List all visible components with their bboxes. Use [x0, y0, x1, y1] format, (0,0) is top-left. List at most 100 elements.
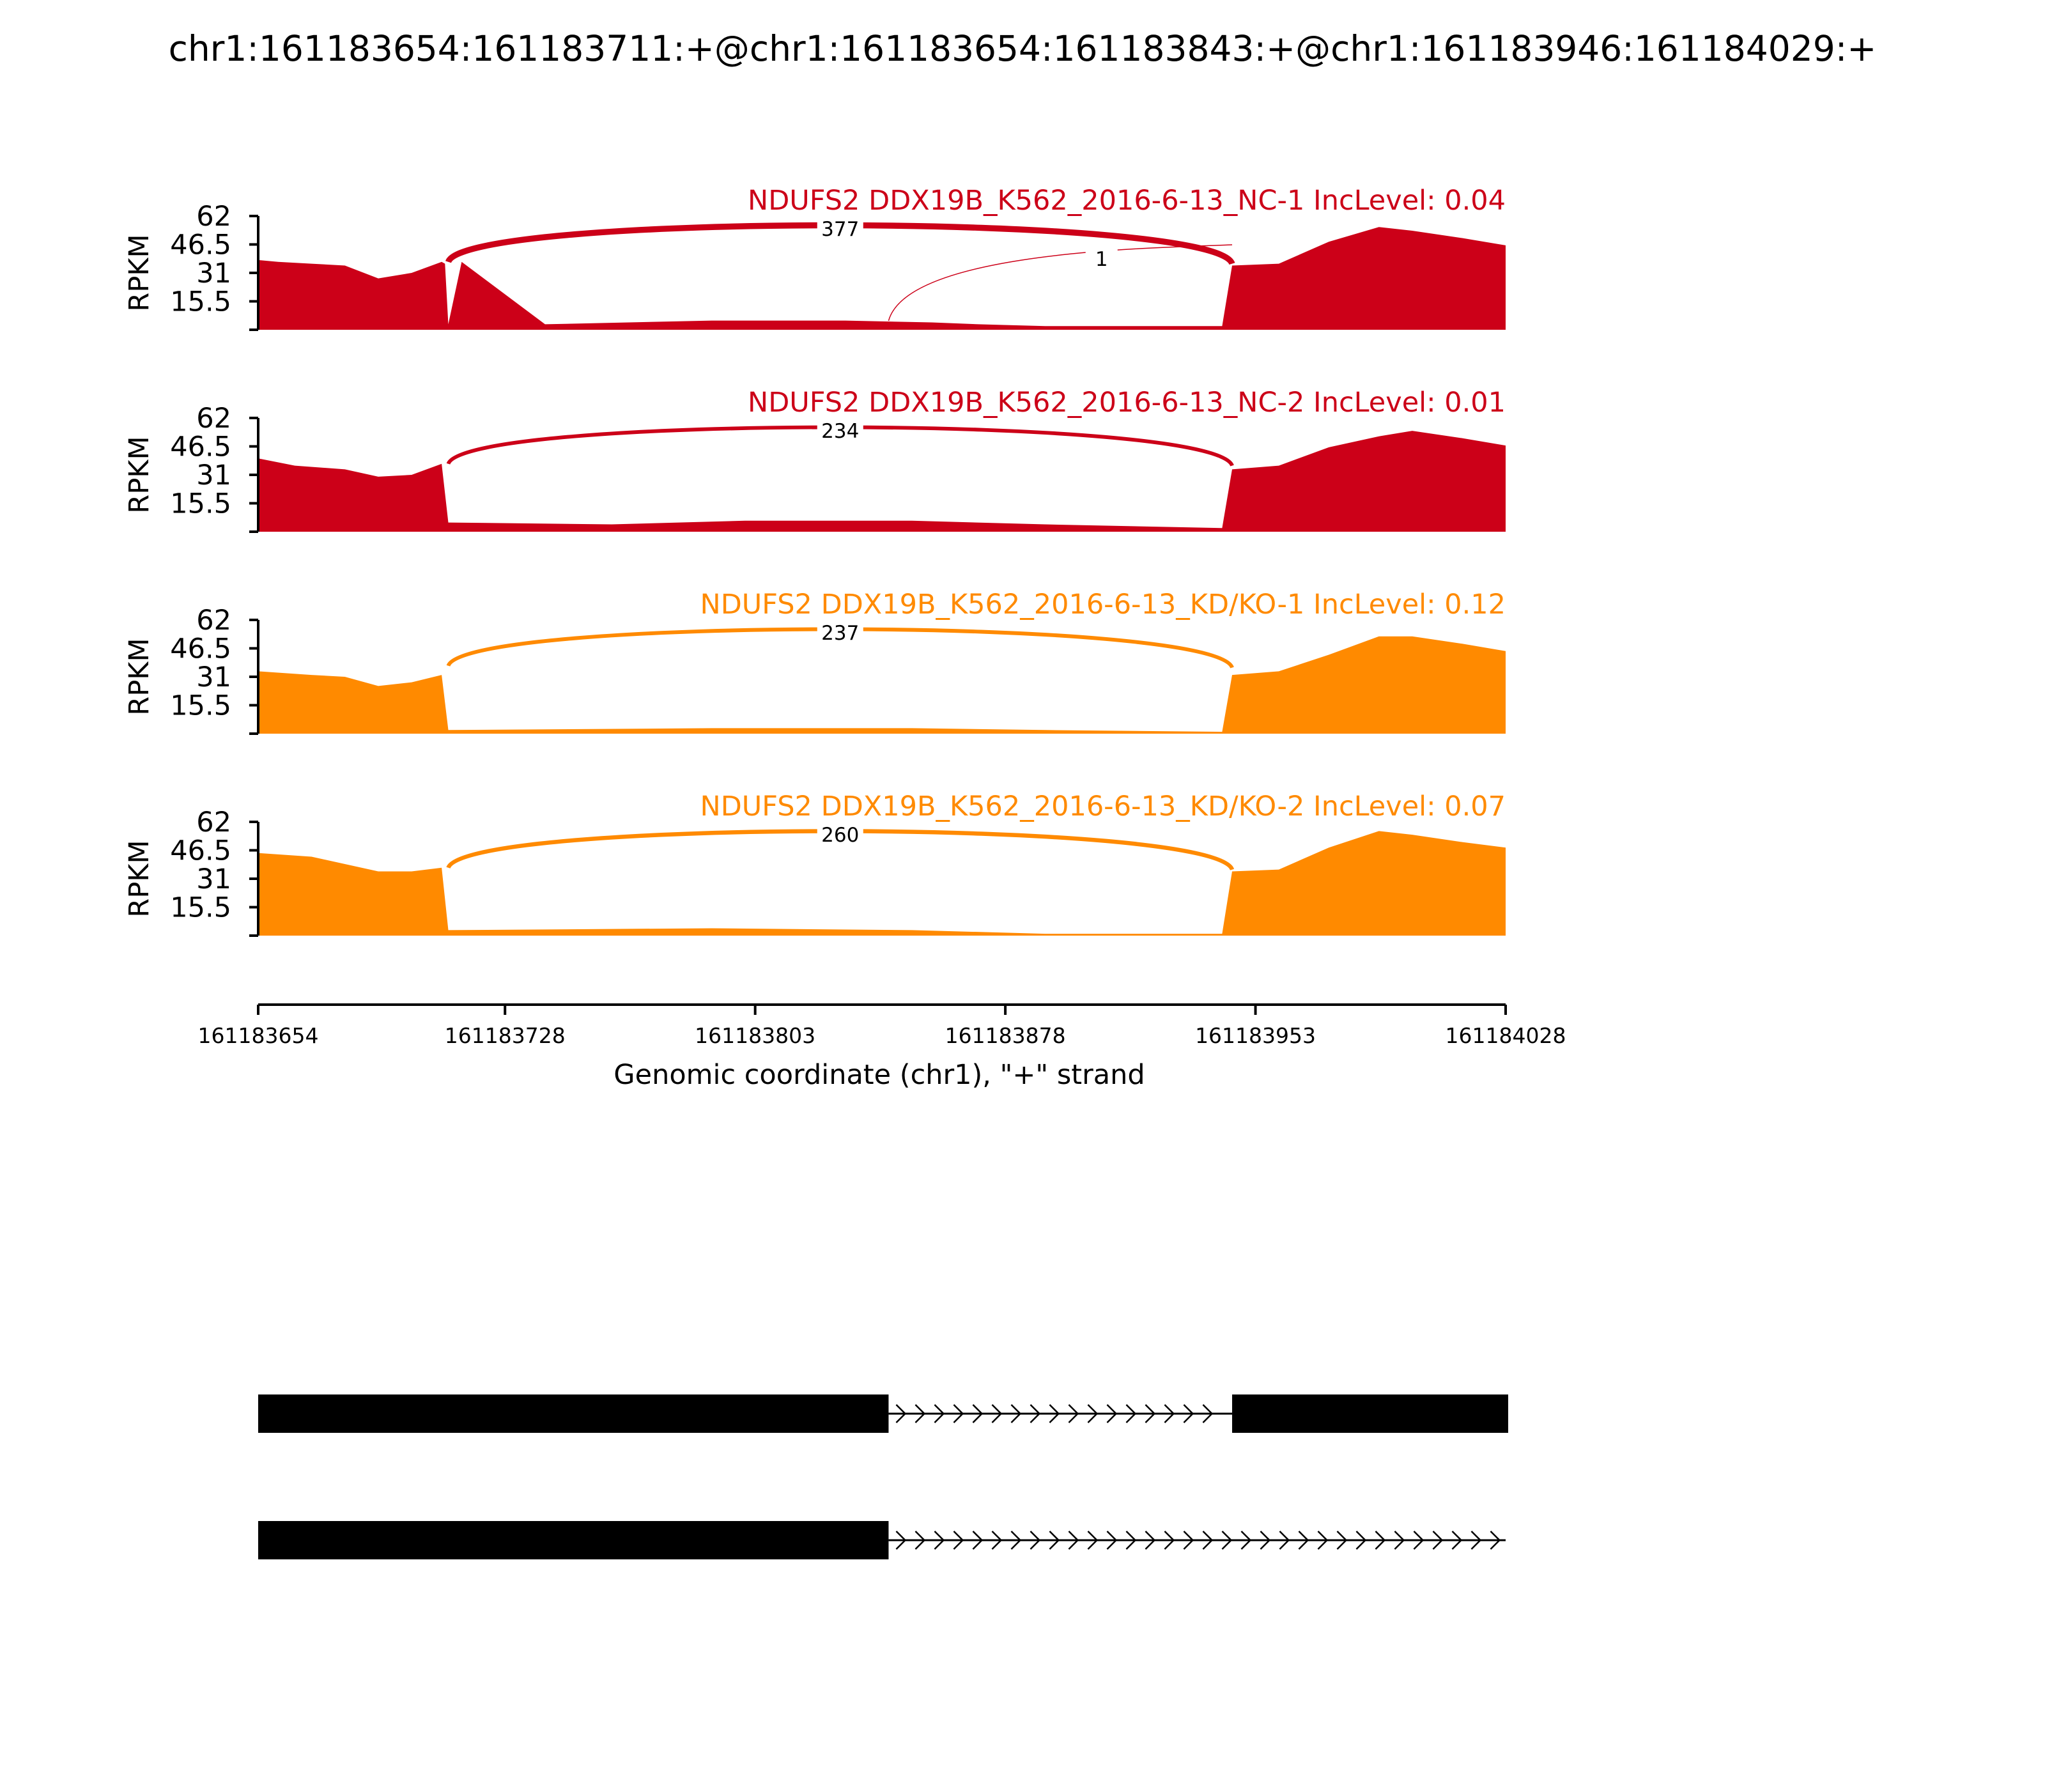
- exon-block: [1232, 1394, 1508, 1433]
- track-title: NDUFS2 DDX19B_K562_2016-6-13_NC-2 IncLev…: [748, 387, 1506, 419]
- strand-chevron: [1451, 1531, 1463, 1550]
- junction-label-box: [817, 823, 863, 846]
- track-title: NDUFS2 DDX19B_K562_2016-6-13_KD/KO-2 Inc…: [700, 791, 1506, 823]
- coverage-area: [258, 636, 1506, 734]
- y-tick-label: 62: [196, 605, 231, 637]
- strand-chevron: [1010, 1531, 1022, 1550]
- strand-chevron: [914, 1404, 926, 1423]
- strand-chevron: [953, 1531, 964, 1550]
- y-tick-label: 46.5: [170, 229, 231, 261]
- strand-chevron: [1125, 1531, 1137, 1550]
- gene-model-1: [258, 1394, 1508, 1433]
- strand-chevron: [1413, 1531, 1424, 1550]
- coverage-area: [258, 431, 1506, 532]
- gene-model-2: [258, 1521, 1506, 1559]
- strand-chevron: [953, 1404, 964, 1423]
- x-tick-label: 161183953: [1195, 1023, 1316, 1048]
- y-tick-label: 15.5: [170, 892, 231, 924]
- y-tick-label: 15.5: [170, 690, 231, 722]
- y-tick-label: 31: [196, 258, 231, 290]
- track-title: NDUFS2 DDX19B_K562_2016-6-13_KD/KO-1 Inc…: [700, 589, 1506, 621]
- y-tick-label: 46.5: [170, 431, 231, 463]
- y-tick-label: 62: [196, 403, 231, 435]
- strand-chevron: [1030, 1531, 1041, 1550]
- strand-chevron: [991, 1404, 1003, 1423]
- strand-chevron: [1183, 1531, 1194, 1550]
- y-tick-label: 46.5: [170, 835, 231, 867]
- strand-chevron: [1125, 1404, 1137, 1423]
- junction-label-box: [1085, 247, 1118, 270]
- x-axis: 161183654 161183728 161183803 161183878 1611…: [198, 1003, 1566, 1091]
- y-axis-label: RPKM: [123, 840, 155, 917]
- y-tick-label: 31: [196, 661, 231, 693]
- strand-chevron: [1355, 1531, 1367, 1550]
- x-axis-label: Genomic coordinate (chr1), "+" strand: [614, 1059, 1145, 1091]
- strand-chevron: [1317, 1531, 1329, 1550]
- junction-count-label: 260: [821, 824, 859, 847]
- strand-chevron: [1221, 1531, 1233, 1550]
- junction-arc: [888, 244, 1233, 321]
- strand-chevron: [1394, 1531, 1405, 1550]
- junction-count-label: 1: [1095, 248, 1108, 271]
- coverage-area: [258, 831, 1506, 936]
- strand-chevron: [934, 1404, 945, 1423]
- y-axis-label: RPKM: [123, 638, 155, 715]
- y-tick-label: 46.5: [170, 633, 231, 665]
- strand-chevron: [934, 1531, 945, 1550]
- strand-chevron: [1145, 1531, 1156, 1550]
- y-tick-label: 15.5: [170, 286, 231, 318]
- coverage-area: [258, 227, 1506, 330]
- strand-chevron: [1145, 1404, 1156, 1423]
- junction-label-box: [817, 419, 863, 442]
- strand-chevron: [1068, 1404, 1079, 1423]
- y-axis-label: RPKM: [123, 436, 155, 513]
- strand-chevron: [1490, 1531, 1501, 1550]
- track-title: NDUFS2 DDX19B_K562_2016-6-13_NC-1 IncLev…: [748, 185, 1506, 217]
- x-tick-label: 161183803: [695, 1023, 815, 1048]
- junction-label-box: [817, 621, 863, 644]
- strand-chevron: [895, 1531, 907, 1550]
- strand-chevron: [1375, 1531, 1386, 1550]
- x-tick-label: 161183878: [945, 1023, 1066, 1048]
- strand-chevron: [1202, 1531, 1214, 1550]
- gene-models: [258, 1394, 1508, 1559]
- strand-chevron: [1049, 1531, 1060, 1550]
- strand-chevron: [1049, 1404, 1060, 1423]
- y-axis-label: RPKM: [123, 234, 155, 311]
- figure-title: chr1:161183654:161183711:+@chr1:16118365…: [169, 28, 1877, 69]
- strand-chevron: [972, 1531, 984, 1550]
- junction-count-label: 377: [821, 218, 859, 241]
- strand-chevron: [1202, 1404, 1214, 1423]
- y-tick-label: 31: [196, 460, 231, 491]
- strand-chevron: [1298, 1531, 1309, 1550]
- strand-chevron: [1183, 1404, 1194, 1423]
- x-tick-label: 161184028: [1446, 1023, 1566, 1048]
- strand-chevron: [1279, 1531, 1290, 1550]
- junction-label-box: [817, 217, 863, 240]
- y-tick-label: 62: [196, 807, 231, 838]
- strand-chevron: [1164, 1531, 1175, 1550]
- strand-chevron: [1260, 1531, 1271, 1550]
- strand-chevron: [1470, 1531, 1482, 1550]
- strand-chevron: [1164, 1404, 1175, 1423]
- strand-chevron: [1030, 1404, 1041, 1423]
- strand-chevron: [972, 1404, 984, 1423]
- junction-count-label: 234: [821, 420, 859, 443]
- x-tick-label: 161183654: [198, 1023, 319, 1048]
- exon-block: [258, 1394, 889, 1433]
- strand-chevron: [991, 1531, 1003, 1550]
- junction-count-label: 237: [821, 622, 859, 645]
- strand-chevron: [1432, 1531, 1444, 1550]
- strand-chevron: [1106, 1531, 1118, 1550]
- strand-chevron: [1106, 1404, 1118, 1423]
- strand-chevron: [1240, 1531, 1252, 1550]
- strand-chevron: [1087, 1404, 1099, 1423]
- y-tick-label: 62: [196, 201, 231, 233]
